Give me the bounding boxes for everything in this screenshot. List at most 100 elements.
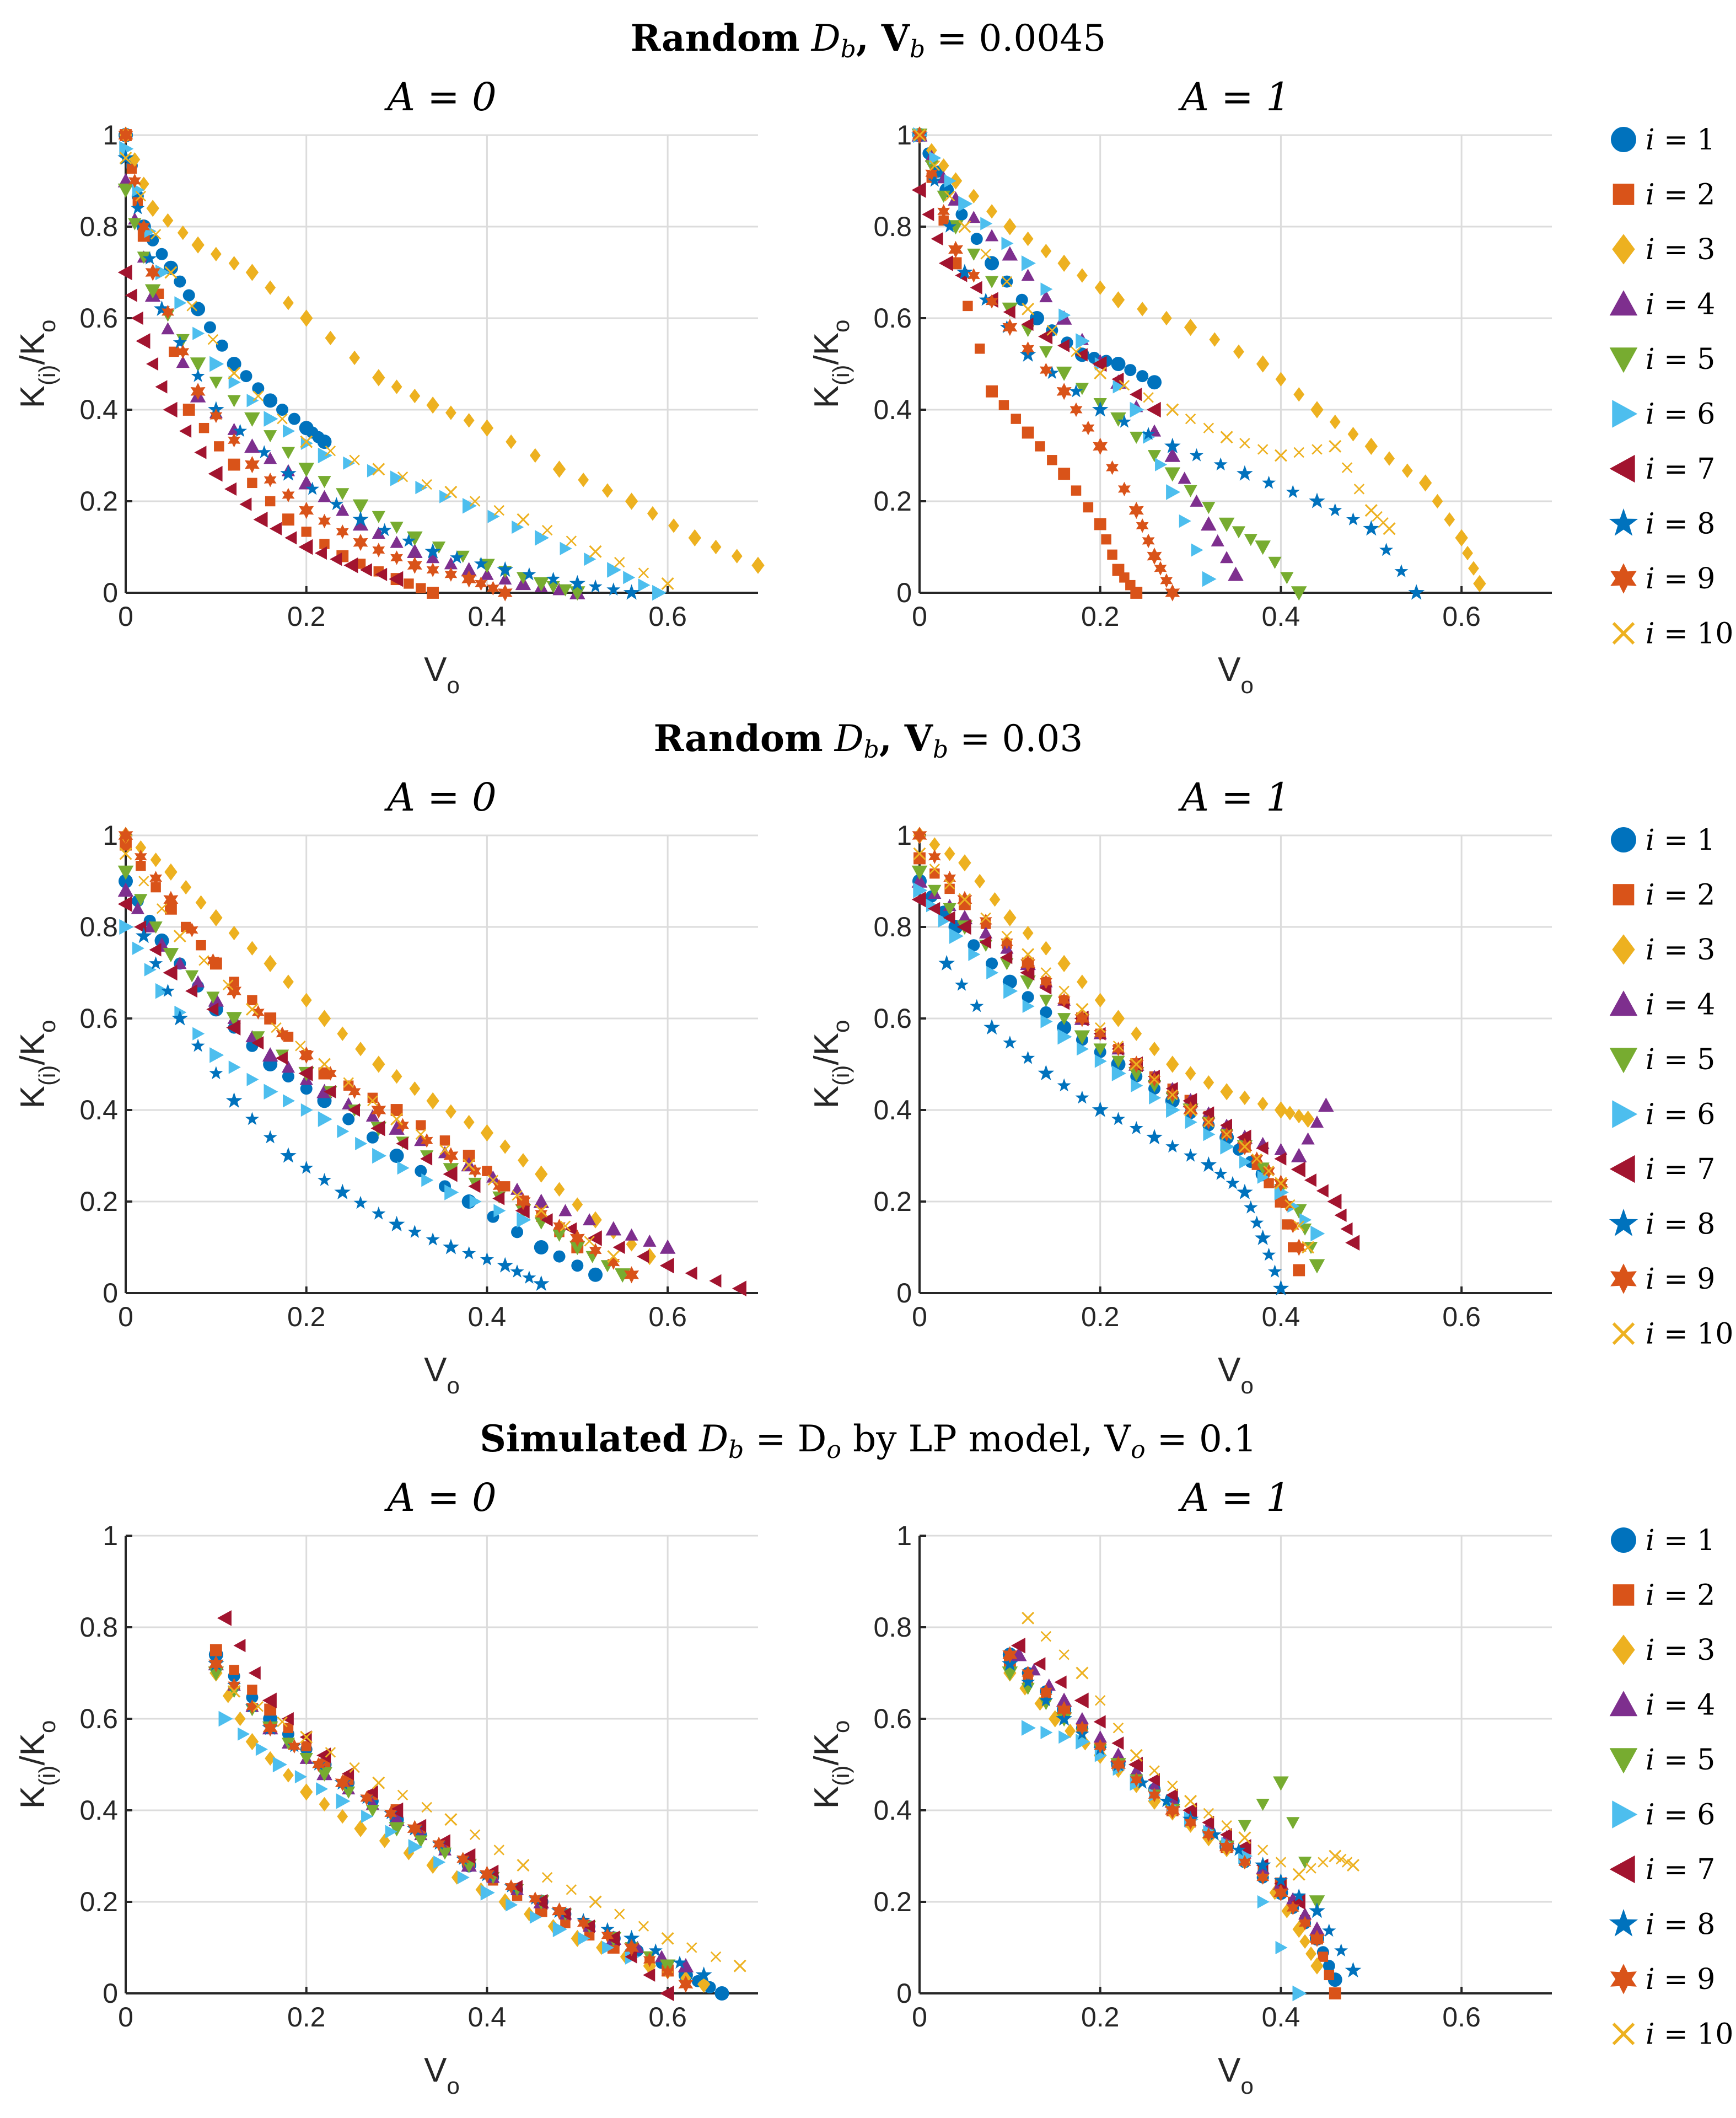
data-point xyxy=(1142,533,1155,549)
data-point xyxy=(1166,1055,1179,1073)
data-point xyxy=(228,1677,241,1693)
data-point xyxy=(1274,449,1287,462)
data-point xyxy=(1022,999,1035,1013)
data-point xyxy=(298,463,315,478)
y-tick-label: 0.2 xyxy=(873,1886,912,1917)
data-point xyxy=(1022,302,1035,315)
x-tick-label: 0.6 xyxy=(1442,2002,1481,2033)
data-point xyxy=(1076,1002,1089,1016)
data-point xyxy=(389,1120,405,1135)
data-point xyxy=(265,280,276,295)
data-point xyxy=(367,1095,378,1107)
data-point xyxy=(625,492,638,510)
data-point xyxy=(954,977,969,991)
data-point xyxy=(497,561,513,577)
data-point xyxy=(456,550,470,563)
data-point xyxy=(414,1835,428,1848)
data-point xyxy=(1291,1238,1307,1256)
data-point xyxy=(421,479,432,490)
data-point xyxy=(288,1739,301,1754)
data-point xyxy=(546,571,561,585)
data-point xyxy=(228,367,241,380)
data-point xyxy=(1232,1842,1246,1856)
data-point xyxy=(1220,551,1234,564)
data-point xyxy=(1094,1022,1106,1033)
data-point xyxy=(335,1774,350,1792)
data-point xyxy=(359,563,372,577)
legend-label: i = 4 xyxy=(1646,1689,1715,1722)
data-point xyxy=(217,1610,232,1626)
legend-label: i = 8 xyxy=(1646,1908,1715,1942)
data-point xyxy=(1312,444,1323,455)
data-point xyxy=(626,1237,637,1252)
data-point xyxy=(1040,282,1053,296)
data-point xyxy=(492,1179,506,1194)
data-point xyxy=(985,229,999,242)
data-point xyxy=(685,1266,697,1280)
data-point xyxy=(131,902,144,914)
y-tick-label: 0.6 xyxy=(79,1703,118,1734)
data-point xyxy=(397,471,409,482)
data-point xyxy=(432,541,446,554)
data-point xyxy=(349,1762,360,1773)
series-4 xyxy=(208,1656,694,1972)
x-tick-label: 0.6 xyxy=(648,601,687,632)
x-tick-label: 0.4 xyxy=(468,1301,507,1332)
data-point xyxy=(1033,1657,1046,1671)
data-point xyxy=(1111,1065,1126,1081)
data-point xyxy=(533,577,550,592)
data-point xyxy=(397,1789,409,1801)
data-point xyxy=(177,225,189,240)
data-point xyxy=(349,454,360,466)
data-point xyxy=(1310,1957,1324,1975)
data-point xyxy=(1455,529,1468,546)
data-point xyxy=(1065,1723,1076,1739)
data-point xyxy=(1220,431,1233,444)
data-point xyxy=(1310,1116,1324,1128)
data-point xyxy=(1238,1854,1251,1870)
data-point xyxy=(986,966,999,980)
data-point xyxy=(1057,1028,1072,1045)
data-point xyxy=(710,1951,722,1962)
data-point xyxy=(732,1280,746,1296)
y-tick-label: 0.4 xyxy=(79,1795,118,1826)
data-point xyxy=(661,1932,674,1945)
data-point xyxy=(461,562,477,577)
data-point xyxy=(1020,964,1035,981)
data-point xyxy=(117,183,134,198)
data-point xyxy=(584,553,596,566)
legend-label: i = 3 xyxy=(1646,233,1715,266)
data-point xyxy=(1131,1026,1142,1041)
data-point xyxy=(300,1783,313,1801)
series-5 xyxy=(117,183,585,601)
data-point xyxy=(1040,1015,1053,1028)
data-point xyxy=(325,445,336,457)
y-tick-label: 1 xyxy=(103,820,118,851)
data-point xyxy=(336,488,350,501)
data-point xyxy=(462,498,477,514)
legend-marker xyxy=(1610,1964,1637,1994)
data-point xyxy=(985,294,998,309)
data-point xyxy=(938,955,955,970)
data-point xyxy=(1221,1129,1232,1140)
data-point xyxy=(1147,1773,1160,1787)
data-point xyxy=(319,1797,330,1812)
x-tick-label: 0 xyxy=(912,1301,927,1332)
data-point xyxy=(1309,1902,1325,1918)
data-point xyxy=(169,346,179,357)
data-point xyxy=(209,1047,224,1063)
data-point xyxy=(264,452,277,464)
x-tick-label: 0.2 xyxy=(287,1301,326,1332)
data-point xyxy=(416,1120,426,1130)
data-point xyxy=(1238,1140,1251,1153)
x-tick-label: 0.6 xyxy=(1442,1301,1481,1332)
data-point xyxy=(1111,357,1126,371)
data-point xyxy=(247,1685,257,1695)
data-point xyxy=(298,475,315,490)
data-point xyxy=(229,1665,239,1675)
data-point xyxy=(265,496,276,507)
data-point xyxy=(661,1965,674,1980)
data-point xyxy=(1011,414,1022,424)
row-title-3: Simulated Db = Do by LP model, Vo = 0.1 xyxy=(480,1417,1257,1464)
data-point xyxy=(1184,1103,1197,1117)
